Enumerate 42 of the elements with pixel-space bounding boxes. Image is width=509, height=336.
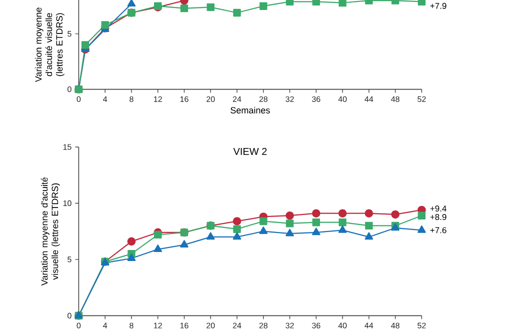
x-tick-label: 8: [130, 322, 134, 328]
x-tick-label: 20: [206, 96, 215, 102]
x-tick-label: 16: [180, 322, 188, 328]
x-tick-label: 8: [130, 96, 134, 102]
x-tick-label: 36: [312, 96, 320, 102]
x-tick-label: 0: [76, 96, 81, 102]
x-tick-label: 28: [259, 96, 268, 102]
x-axis-title: Semaines: [230, 106, 270, 114]
x-tick-label: 12: [154, 96, 162, 102]
x-tick-label: 52: [418, 96, 426, 102]
y-tick-label: 15: [63, 144, 72, 150]
x-tick-label: 12: [154, 322, 162, 328]
x-tick-label: 16: [180, 96, 188, 102]
x-tick-label: 48: [391, 96, 400, 102]
y-axis-title: Variation moyenne d'acuité visuelle (lettres ETDRS): [34, 8, 64, 82]
y-tick-label: 0: [68, 312, 72, 319]
x-tick-label: 4: [103, 96, 108, 102]
x-tick-label: 36: [312, 322, 320, 328]
x-tick-label: 52: [418, 322, 426, 328]
y-axis-title: Variation moyenne d'acuité visuelle (lettres ETDRS): [40, 177, 60, 286]
x-tick-label: 40: [338, 322, 347, 328]
x-tick-label: 44: [364, 322, 374, 328]
x-tick-label: 0: [76, 322, 81, 328]
x-tick-label: 24: [232, 96, 242, 102]
chart-title: VIEW 2: [233, 148, 267, 155]
x-tick-label: 48: [391, 322, 400, 328]
x-tick-label: 32: [286, 96, 294, 102]
data-label: +7.6: [430, 227, 446, 234]
y-tick-label: 5: [68, 256, 72, 262]
x-tick-label: 40: [338, 96, 347, 102]
data-label: +9.4: [430, 206, 446, 212]
x-tick-label: 20: [206, 322, 215, 328]
x-tick-label: 24: [232, 322, 242, 328]
data-label: +8.9: [430, 214, 446, 220]
y-tick-label: 5: [68, 31, 72, 37]
y-tick-label: 0: [68, 86, 72, 92]
x-tick-label: 4: [103, 322, 108, 328]
x-tick-label: 28: [259, 322, 268, 328]
x-tick-label: 32: [286, 322, 294, 328]
data-label: +7.9: [430, 2, 446, 9]
y-tick-label: 10: [63, 200, 72, 206]
x-tick-label: 44: [364, 96, 374, 102]
